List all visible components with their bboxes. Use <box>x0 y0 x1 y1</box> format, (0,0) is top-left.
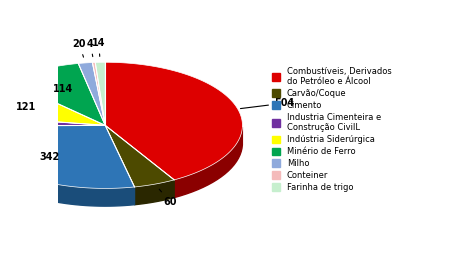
Polygon shape <box>174 127 242 198</box>
Polygon shape <box>0 116 105 126</box>
Text: 4: 4 <box>87 39 94 57</box>
Polygon shape <box>0 81 105 125</box>
Text: 14: 14 <box>92 38 105 56</box>
Polygon shape <box>8 63 105 125</box>
Polygon shape <box>78 62 105 125</box>
Text: 20: 20 <box>73 39 86 57</box>
Text: 60: 60 <box>159 189 177 207</box>
Legend: Combustíveis, Derivados
do Petróleo e Álcool, Carvão/Coque, Cimento, Industria C: Combustíveis, Derivados do Petróleo e Ál… <box>272 67 391 192</box>
Polygon shape <box>135 180 174 205</box>
Text: 114: 114 <box>53 84 73 94</box>
Polygon shape <box>105 62 242 180</box>
Text: 342: 342 <box>40 152 60 162</box>
Text: 32: 32 <box>0 255 1 256</box>
Polygon shape <box>0 126 135 206</box>
Polygon shape <box>95 62 105 125</box>
Polygon shape <box>92 62 105 125</box>
Polygon shape <box>0 125 135 188</box>
Text: 121: 121 <box>15 102 36 112</box>
Text: 504: 504 <box>240 98 294 109</box>
Polygon shape <box>105 125 174 187</box>
